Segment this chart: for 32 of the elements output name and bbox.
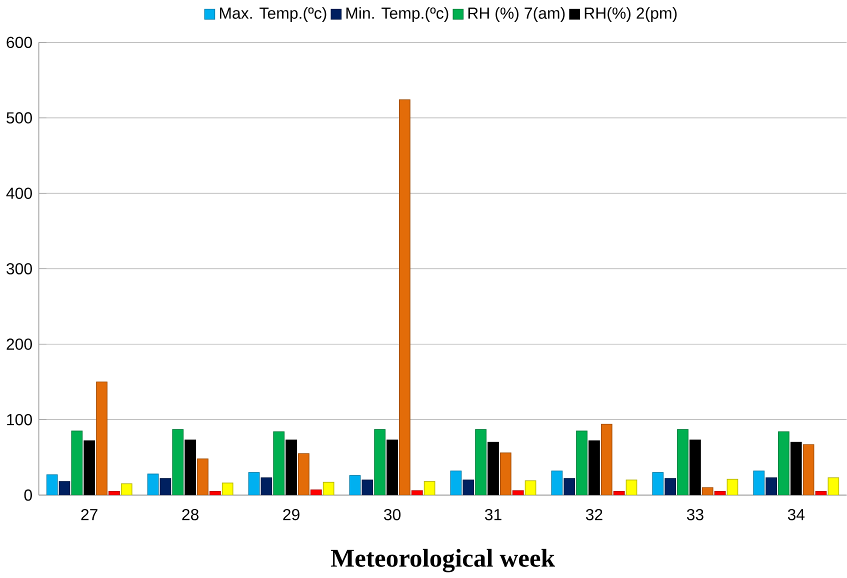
- y-tick-label: 500: [6, 112, 32, 124]
- x-tick-label: 30: [384, 508, 401, 520]
- bar: [46, 474, 58, 496]
- legend-label: RH(%) 2(pm): [584, 7, 677, 22]
- bar: [500, 452, 512, 496]
- bar: [576, 430, 588, 496]
- legend-label: RH (%) 7(am): [468, 7, 565, 22]
- legend-label: Min. Temp.(ºc): [346, 7, 448, 22]
- bar: [298, 453, 310, 496]
- y-tick-label: 600: [6, 36, 32, 48]
- x-axis-title: Meteorological week: [330, 548, 555, 572]
- bar: [273, 431, 285, 496]
- x-tick-label: 31: [484, 508, 502, 520]
- y-tick-label: 100: [7, 414, 32, 426]
- y-tick-label: 300: [6, 262, 32, 274]
- y-tick-label: 200: [6, 338, 32, 350]
- bar: [475, 429, 486, 496]
- bar: [399, 99, 410, 496]
- x-tick-label: 29: [283, 508, 300, 520]
- bar: [172, 429, 184, 496]
- bar: [600, 424, 612, 496]
- x-tick-label: 34: [788, 508, 805, 520]
- x-tick-label: 33: [686, 508, 704, 520]
- x-tick-label: 28: [182, 508, 198, 520]
- x-tick-label: 32: [586, 508, 602, 520]
- bar: [802, 444, 814, 496]
- bar: [374, 429, 386, 496]
- x-tick-label: 27: [81, 508, 98, 520]
- y-tick-label: 400: [6, 188, 32, 199]
- bar: [71, 430, 83, 496]
- y-tick-label: 0: [24, 489, 32, 501]
- legend-label: Max. Temp.(ºc): [220, 7, 326, 22]
